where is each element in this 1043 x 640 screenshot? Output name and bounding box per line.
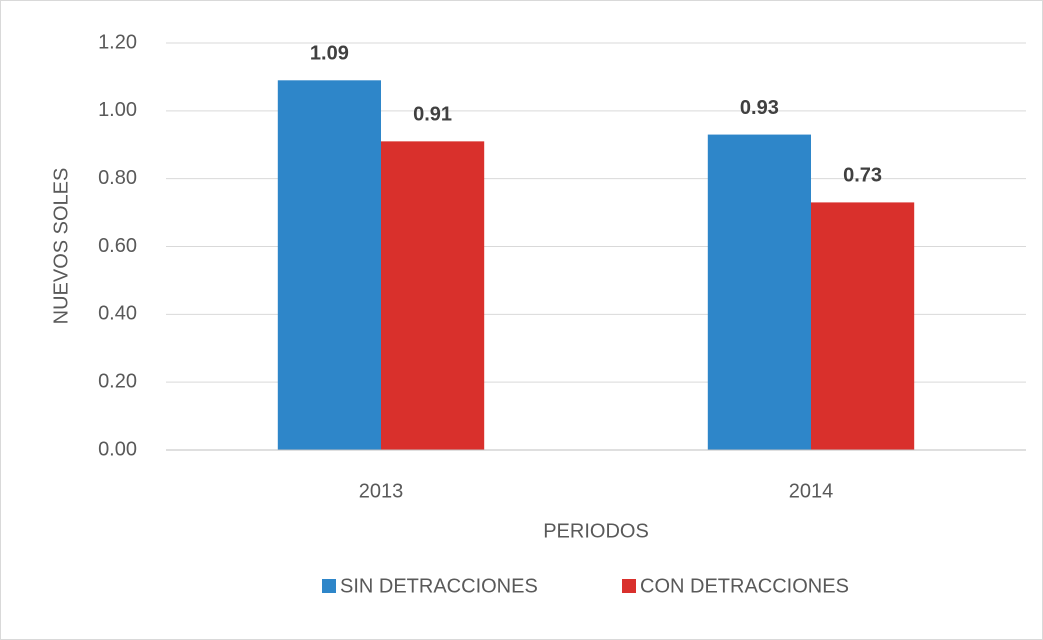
y-tick-label: 0.20 (98, 370, 137, 392)
bar (707, 134, 811, 450)
y-tick-label: 0.40 (98, 303, 137, 325)
y-tick-label: 0.80 (98, 167, 137, 189)
y-axis-title: NUEVOS SOLES (50, 168, 72, 325)
legend-swatch (322, 579, 336, 593)
legend-label: CON DETRACCIONES (640, 575, 849, 597)
legend-swatch (622, 579, 636, 593)
value-label: 0.73 (843, 165, 882, 187)
x-tick-label: 2014 (789, 480, 834, 502)
y-tick-label: 0.00 (98, 438, 137, 460)
value-label: 1.09 (310, 43, 349, 65)
value-label: 0.91 (413, 104, 452, 126)
x-tick-label: 2013 (359, 480, 404, 502)
y-tick-label: 1.20 (98, 31, 137, 53)
legend-label: SIN DETRACCIONES (340, 575, 538, 597)
bar (811, 202, 915, 450)
y-tick-label: 0.60 (98, 235, 137, 257)
value-label: 0.93 (740, 97, 779, 119)
bar (277, 80, 381, 450)
x-axis-title: PERIODOS (543, 520, 649, 542)
y-tick-label: 1.00 (98, 99, 137, 121)
bar (381, 141, 485, 450)
